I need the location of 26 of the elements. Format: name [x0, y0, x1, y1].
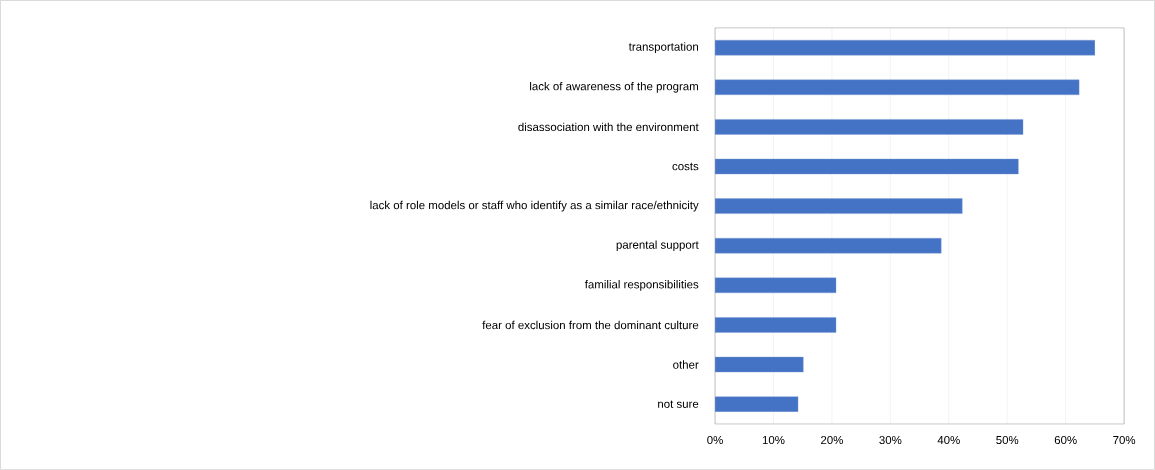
y-tick-label: disassociation with the environment	[518, 122, 699, 132]
x-tick-label: 10%	[762, 436, 785, 445]
y-tick-label: lack of awareness of the program	[530, 82, 698, 93]
y-tick-label: other	[673, 360, 699, 369]
y-tick-label: lack of role models or staff who identify as a similar race/ethnicity	[370, 200, 699, 212]
y-tick-label: not sure	[658, 400, 699, 408]
x-tick-label: 20%	[821, 436, 843, 445]
x-tick-label: 30%	[879, 436, 902, 445]
bar	[715, 317, 837, 333]
x-tick-label: 40%	[937, 436, 960, 445]
bar	[715, 119, 1024, 135]
bar	[715, 40, 1096, 56]
y-tick-label: transportation	[628, 42, 699, 54]
y-tick-label: familial responsibilities	[584, 280, 699, 291]
y-tick-label: parental support	[616, 240, 699, 252]
bar	[715, 277, 837, 294]
bar	[715, 396, 799, 412]
x-tick-label: 0%	[707, 436, 723, 445]
x-tick-label: 50%	[996, 436, 1019, 445]
bar	[715, 238, 942, 254]
y-tick-label: fear of exclusion from the dominant culture	[482, 320, 699, 330]
bar	[715, 79, 1080, 96]
bar	[715, 198, 963, 214]
y-tick-label: costs	[672, 162, 699, 171]
x-tick-label: 60%	[1054, 436, 1077, 445]
x-tick-label: 70%	[1113, 436, 1136, 445]
